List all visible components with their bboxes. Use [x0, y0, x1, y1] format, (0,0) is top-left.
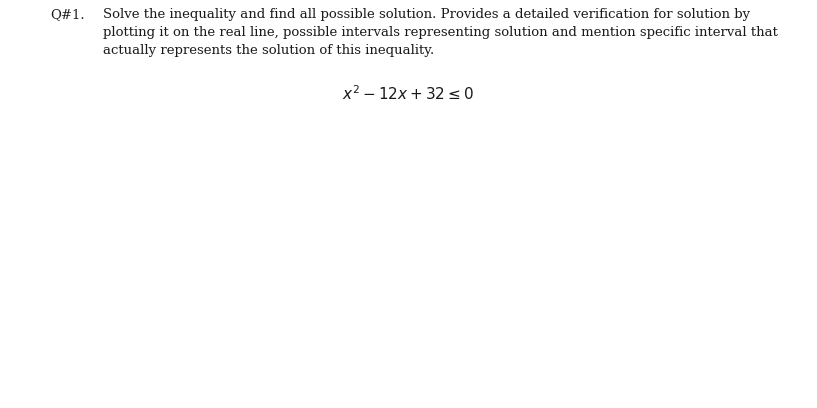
- Text: Q#1.: Q#1.: [50, 8, 85, 21]
- Text: actually represents the solution of this inequality.: actually represents the solution of this…: [103, 44, 435, 57]
- Text: plotting it on the real line, possible intervals representing solution and menti: plotting it on the real line, possible i…: [103, 26, 778, 39]
- Text: $x^{2} - 12x + 32 \leq 0$: $x^{2} - 12x + 32 \leq 0$: [342, 84, 475, 103]
- Text: Solve the inequality and find all possible solution. Provides a detailed verific: Solve the inequality and find all possib…: [103, 8, 750, 21]
